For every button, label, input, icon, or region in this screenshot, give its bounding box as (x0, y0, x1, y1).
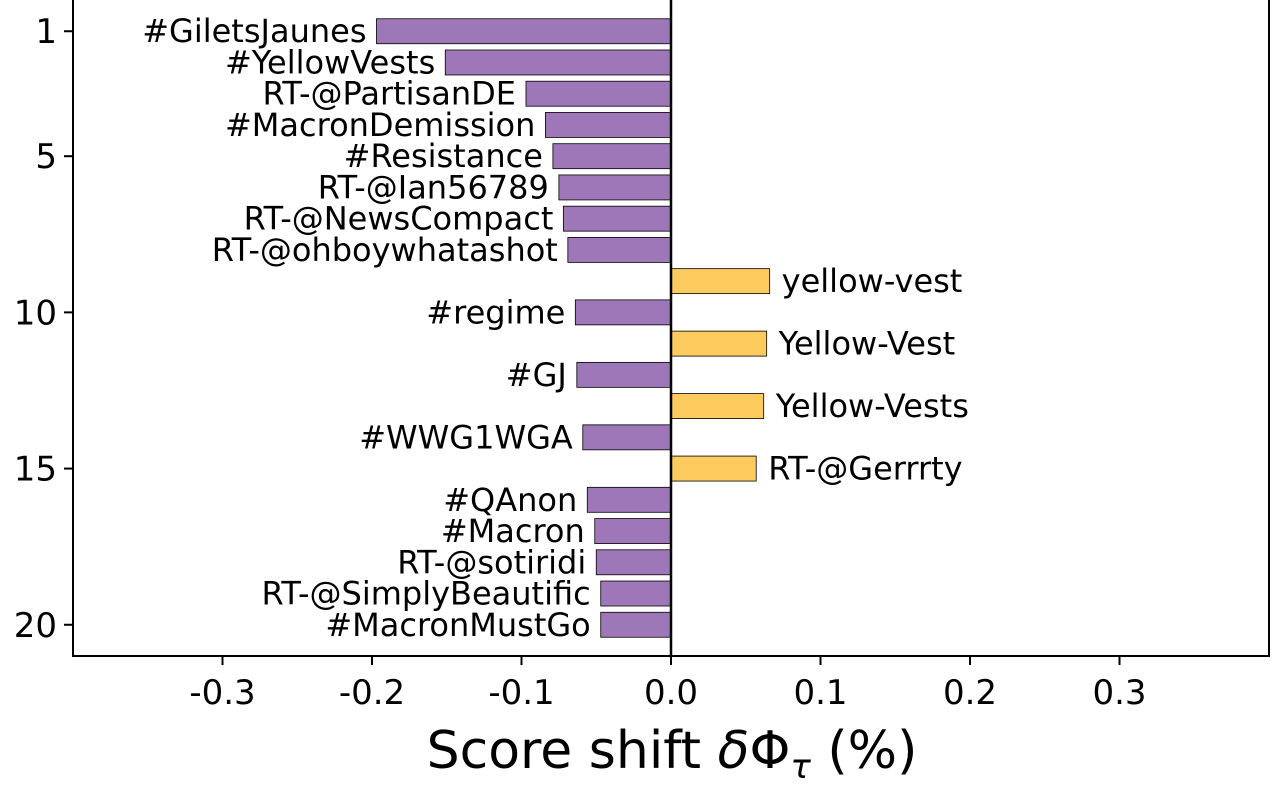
bar-label-16: #QAnon (443, 481, 577, 519)
bar-label-8: RT-@ohboywhatashot (212, 231, 558, 269)
bar-label-12: #GJ (506, 356, 567, 394)
bar-1 (376, 18, 672, 45)
y-tick-label: 20 (14, 606, 57, 646)
bar-6 (558, 174, 672, 201)
bar-label-3: RT-@PartisanDE (262, 75, 516, 113)
bar-label-13: Yellow-Vests (775, 387, 969, 425)
y-tick-label: 10 (14, 293, 57, 333)
bar-3 (525, 80, 672, 107)
x-axis: -0.3 -0.2 -0.1 0.0 0.1 0.2 0.3 (189, 656, 1147, 713)
y-tick-label: 1 (35, 12, 57, 52)
x-tick-label: 0.3 (1092, 673, 1146, 713)
bar-label-18: RT-@sotiridi (397, 543, 586, 581)
x-tick-label: -0.2 (339, 673, 405, 713)
bar-16 (586, 486, 672, 513)
y-tick-label: 5 (35, 137, 57, 177)
bar-12 (576, 361, 672, 388)
bar-11 (670, 330, 768, 357)
bar-label-10: #regime (426, 293, 565, 331)
x-tick-label: -0.3 (189, 673, 255, 713)
bar-label-2: #YellowVests (225, 43, 435, 81)
bar-label-11: Yellow-Vest (778, 325, 956, 363)
x-axis-title: Score shift δΦτ (%) (427, 721, 918, 786)
bar-4 (545, 112, 672, 138)
bar-8 (567, 237, 672, 263)
bar-label-20: #MacronMustGo (325, 606, 590, 644)
bar-20 (600, 611, 672, 638)
bar-5 (552, 143, 672, 170)
bar-label-7: RT-@NewsCompact (244, 200, 554, 238)
bar-label-9: yellow-vest (782, 262, 963, 300)
x-tick-label: 0.0 (644, 673, 698, 713)
y-tick-label: 15 (14, 450, 57, 490)
bar-14 (582, 424, 672, 451)
bar-label-5: #Resistance (344, 137, 543, 175)
bar-15 (670, 455, 757, 482)
x-tick-label: 0.1 (793, 673, 847, 713)
bar-label-15: RT-@Gerrrty (768, 450, 962, 488)
bar-10 (574, 299, 672, 326)
bar-label-4: #MacronDemission (225, 106, 535, 144)
bar-label-19: RT-@SimplyBeautific (261, 575, 590, 613)
x-tick-label: -0.1 (488, 673, 554, 713)
x-tick-label: 0.2 (943, 673, 997, 713)
bar-2 (444, 49, 672, 76)
bar-17 (594, 518, 672, 544)
bar-label-14: #WWG1WGA (359, 418, 573, 456)
bar-7 (562, 205, 672, 232)
bars-layer: #GiletsJaunes#YellowVestsRT-@PartisanDE#… (142, 12, 969, 644)
bar-13 (670, 393, 765, 419)
bar-19 (600, 580, 672, 607)
bar-9 (670, 268, 771, 295)
bar-label-1: #GiletsJaunes (142, 12, 366, 50)
bar-label-17: #Macron (441, 512, 585, 550)
bar-label-6: RT-@Ian56789 (318, 168, 549, 206)
bar-18 (595, 549, 672, 576)
